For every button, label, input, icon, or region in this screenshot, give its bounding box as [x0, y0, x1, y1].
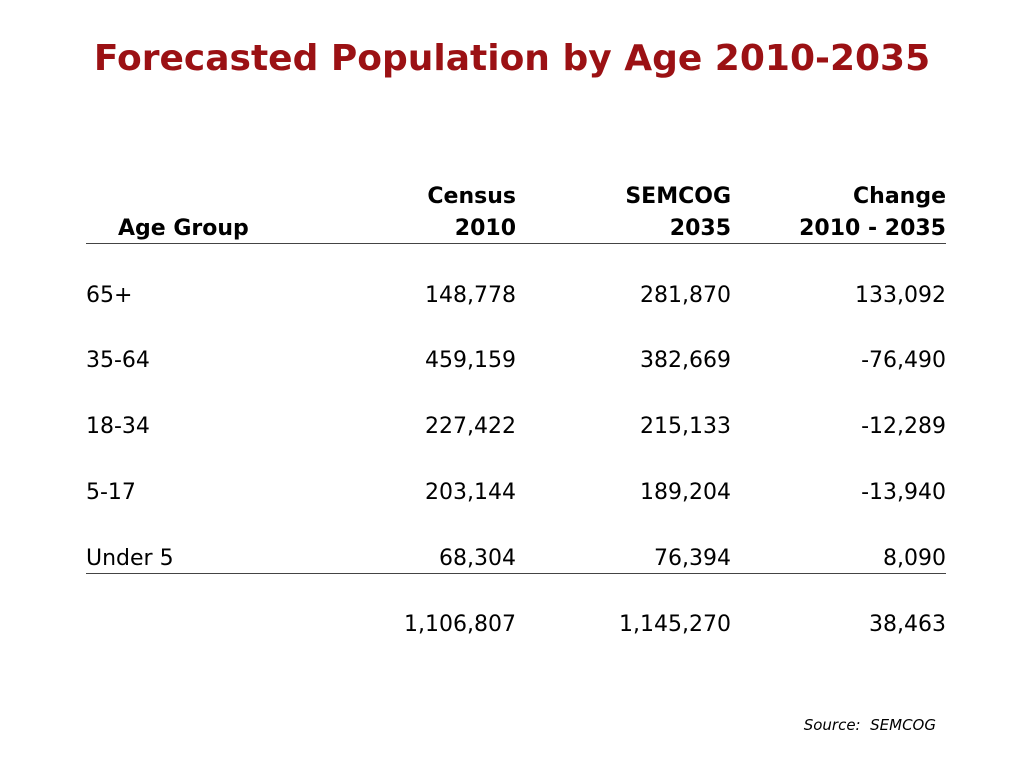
header-semcog-line2: 2035: [669, 216, 731, 241]
population-table: Age Group Census 2010 SEMCOG 2035 Change…: [86, 0, 946, 768]
row-under5-change: 8,090: [883, 546, 946, 571]
header-rule: [86, 243, 946, 244]
row-65plus-age: 65+: [86, 283, 133, 308]
header-semcog-line1: SEMCOG: [625, 184, 731, 209]
row-under5-semcog: 76,394: [654, 546, 731, 571]
row-18-34-semcog: 215,133: [640, 414, 731, 439]
row-5-17-census: 203,144: [425, 480, 516, 505]
header-census-line2: 2010: [454, 216, 516, 241]
row-35-64-census: 459,159: [425, 348, 516, 373]
row-5-17-semcog: 189,204: [640, 480, 731, 505]
header-change-line2: 2010 - 2035: [799, 216, 946, 241]
row-35-64-change: -76,490: [861, 348, 946, 373]
row-65plus-semcog: 281,870: [640, 283, 731, 308]
row-18-34-age: 18-34: [86, 414, 150, 439]
row-under5-census: 68,304: [439, 546, 516, 571]
total-change: 38,463: [869, 612, 946, 637]
row-65plus-change: 133,092: [855, 283, 946, 308]
row-65plus-census: 148,778: [425, 283, 516, 308]
total-census: 1,106,807: [404, 612, 516, 637]
row-18-34-change: -12,289: [861, 414, 946, 439]
total-rule: [86, 573, 946, 574]
source-note: Source: SEMCOG: [803, 716, 936, 734]
row-under5-age: Under 5: [86, 546, 174, 571]
header-census-line1: Census: [427, 184, 516, 209]
header-age-group: Age Group: [118, 216, 249, 241]
header-change-line1: Change: [853, 184, 946, 209]
row-35-64-semcog: 382,669: [640, 348, 731, 373]
row-18-34-census: 227,422: [425, 414, 516, 439]
row-35-64-age: 35-64: [86, 348, 150, 373]
total-semcog: 1,145,270: [619, 612, 731, 637]
row-5-17-change: -13,940: [861, 480, 946, 505]
row-5-17-age: 5-17: [86, 480, 136, 505]
page-title: Forecasted Population by Age 2010-2035: [93, 38, 931, 79]
